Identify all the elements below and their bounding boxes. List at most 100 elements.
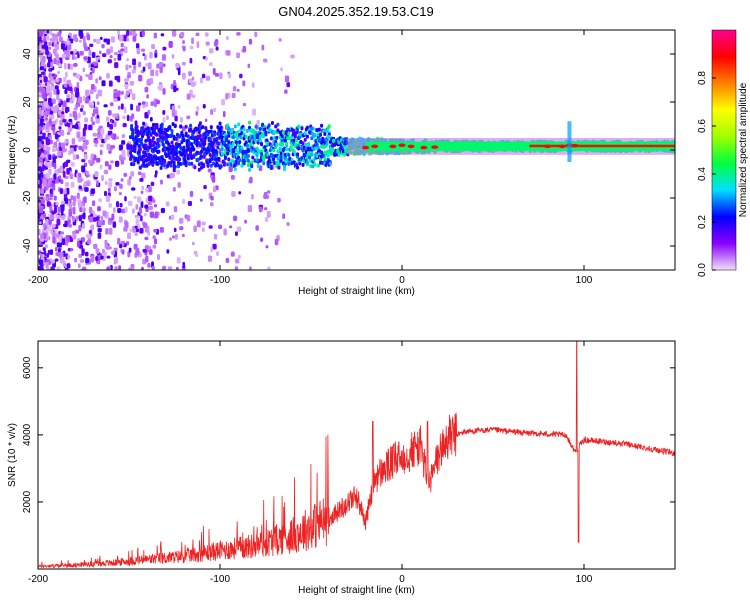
heatmap-cell: [179, 217, 184, 224]
heatmap-cell: [51, 98, 56, 105]
heatmap-cell: [78, 253, 82, 258]
heatmap-cell: [212, 108, 217, 112]
heatmap-cell: [111, 250, 115, 255]
heatmap-cell: [152, 235, 156, 239]
heatmap-cell: [73, 49, 77, 54]
heatmap-cell: [242, 80, 246, 87]
heatmap-cell: [90, 83, 95, 91]
heatmap-cell: [204, 32, 209, 37]
heatmap-cell: [71, 138, 76, 145]
heatmap-cell: [132, 35, 137, 42]
heatmap-cell: [319, 132, 323, 137]
heatmap-cell: [142, 131, 146, 136]
heatmap-cell: [301, 141, 305, 146]
heatmap-cell: [215, 46, 219, 51]
heatmap-cell: [43, 102, 49, 108]
heatmap-cell: [78, 137, 82, 142]
heatmap-cell: [144, 86, 149, 93]
heatmap-cell: [38, 94, 43, 98]
heatmap-cell: [170, 214, 175, 220]
heatmap-cell: [238, 140, 242, 145]
heatmap-cell: [294, 138, 298, 143]
heatmap-cell: [95, 248, 100, 254]
heatmap-cell: [63, 223, 67, 227]
heatmap-cell: [154, 238, 158, 245]
heatmap-cell: [128, 267, 132, 270]
heatmap-cell: [263, 127, 267, 132]
heatmap-cell: [151, 44, 156, 50]
heatmap-cell: [209, 129, 213, 134]
heatmap-cell: [150, 181, 155, 187]
heatmap-cell: [125, 241, 130, 246]
heatmap-cell: [119, 243, 123, 249]
heatmap-cell: [97, 206, 101, 212]
heatmap-cell: [126, 37, 130, 42]
heatmap-cell: [51, 210, 56, 215]
heatmap-cell: [96, 101, 100, 105]
snr-x-axis-label: Height of straight line (km): [298, 585, 415, 596]
heatmap-cell: [83, 196, 87, 204]
heatmap-cell: [45, 218, 49, 226]
heatmap-cell: [78, 30, 83, 37]
heatmap-cell: [143, 212, 147, 217]
heatmap-cell: [247, 205, 253, 213]
heatmap-peak: [544, 144, 552, 149]
heatmap-cell: [269, 164, 273, 169]
heatmap-cell: [145, 255, 149, 263]
heatmap-cell: [206, 163, 210, 168]
heatmap-cell: [130, 124, 134, 129]
heatmap-cell: [39, 179, 43, 185]
heatmap-cell: [205, 41, 210, 46]
heatmap-cell: [66, 263, 71, 269]
spectrogram-x-ticks: -200 -100 0 100: [28, 30, 593, 286]
heatmap-cell: [88, 230, 92, 235]
heatmap-cell: [157, 143, 161, 148]
heatmap-cell: [146, 79, 150, 86]
colorbar-tick-label: 0.6: [697, 119, 708, 133]
heatmap-peak: [362, 145, 370, 150]
heatmap-cell: [71, 124, 77, 129]
heatmap-cell: [227, 157, 231, 162]
heatmap-cell: [93, 38, 97, 43]
heatmap-cell: [260, 142, 264, 147]
heatmap-cell: [154, 122, 159, 130]
heatmap-cell: [254, 31, 258, 38]
heatmap-cell: [250, 164, 254, 169]
heatmap-cell: [163, 146, 167, 151]
heatmap-cell: [121, 208, 126, 214]
heatmap-cell: [57, 70, 61, 75]
heatmap-cell: [208, 152, 212, 157]
heatmap-cell: [220, 147, 224, 152]
heatmap-cell: [249, 142, 253, 147]
heatmap-cell: [55, 214, 59, 219]
heatmap-cell: [144, 236, 149, 241]
heatmap-cell: [78, 244, 84, 249]
heatmap-cell: [254, 124, 258, 129]
heatmap-peak-line: [529, 144, 675, 148]
heatmap-cell: [75, 103, 79, 108]
heatmap-cell: [208, 62, 213, 67]
heatmap-cell: [138, 165, 142, 170]
heatmap-cell: [138, 61, 142, 68]
heatmap-cell: [144, 152, 148, 157]
heatmap-cell: [275, 160, 279, 165]
heatmap-cell: [126, 143, 130, 150]
heatmap-cell: [67, 122, 71, 128]
heatmap-cell: [50, 267, 55, 270]
heatmap-cell: [161, 54, 166, 61]
y-tick-label: -40: [22, 238, 33, 253]
heatmap-cell: [138, 147, 142, 152]
heatmap-cell: [182, 145, 186, 150]
heatmap-cell: [72, 206, 76, 212]
heatmap-cell: [277, 165, 281, 170]
heatmap-cell: [79, 107, 84, 112]
heatmap-cell: [47, 161, 52, 169]
heatmap-cell: [325, 142, 329, 147]
heatmap-cell: [323, 132, 327, 137]
heatmap-cell: [188, 78, 193, 84]
heatmap-cell: [184, 150, 188, 155]
heatmap-cell: [326, 153, 330, 158]
heatmap-cell: [255, 225, 259, 231]
